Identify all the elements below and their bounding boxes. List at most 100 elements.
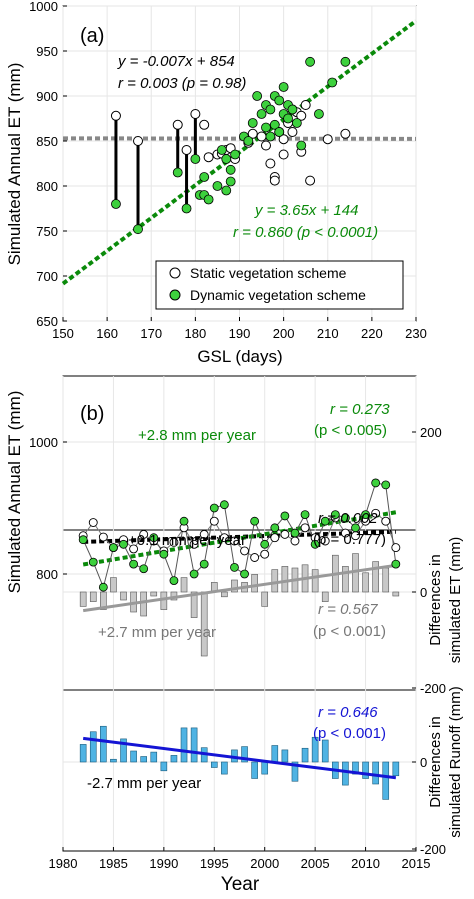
dynamic-year-point: [280, 511, 290, 521]
static-point: [340, 128, 351, 139]
static-point: [278, 149, 289, 160]
dynamic-year-point: [78, 535, 88, 545]
dynamic-year-point: [391, 559, 401, 569]
x-tick-label: 160: [96, 326, 118, 341]
runoff-bar: [311, 736, 319, 763]
diff-runoff-label-1: Differences in: [427, 716, 444, 807]
dynamic-year-point: [320, 516, 330, 526]
dynamic-point: [291, 118, 302, 128]
runoff-trend: -2.7 mm per year: [87, 775, 201, 792]
dynamic-point: [256, 109, 267, 119]
static-year-point: [270, 533, 280, 543]
runoff-bar: [261, 761, 269, 775]
runoff-bar: [382, 761, 390, 800]
x-tick-label: 1995: [200, 856, 229, 871]
dynamic-point: [340, 56, 351, 67]
diff-bar: [261, 591, 269, 607]
y-tick-label: 1000: [29, 0, 58, 14]
static-point: [265, 158, 276, 169]
static-point: [181, 145, 192, 155]
dynamic-year-point: [310, 539, 320, 549]
static-point: [300, 100, 311, 110]
static-point: [296, 110, 307, 121]
diff-bar: [342, 566, 349, 593]
static-point: [172, 119, 183, 130]
diff-runoff-label-2: simulated Runoff (mm): [447, 686, 464, 837]
static-r-b: r = 0.002: [318, 510, 378, 527]
dynamic-year-point: [209, 503, 219, 513]
right-tick-label: 0: [420, 585, 427, 600]
runoff-bar: [150, 751, 158, 763]
static-point: [190, 109, 201, 119]
runoff-trend-line: [82, 736, 397, 780]
diff-trend-line: [82, 563, 397, 613]
static-year-point: [340, 528, 350, 538]
diff-trend: +2.7 mm per year: [98, 624, 216, 641]
x-tick-label: 2010: [351, 856, 380, 871]
static-point: [322, 134, 333, 145]
right-tick-label: -200: [420, 842, 446, 857]
dynamic-year-point: [219, 500, 229, 510]
static-point: [256, 131, 267, 142]
dynamic-point: [111, 199, 121, 209]
y-tick-label: 800: [36, 179, 58, 194]
runoff-bar: [180, 727, 188, 763]
dynamic-year-point: [230, 563, 239, 572]
dynamic-point: [221, 154, 232, 164]
runoff-bar: [110, 758, 117, 763]
x-tick-label: 180: [185, 326, 207, 341]
panel-a-x-ticks: 150 160 170 180 190 200 210 220 230: [52, 317, 427, 341]
legend-static-marker: [169, 267, 181, 279]
static-point: [247, 128, 258, 139]
panel-b-right-ticks: 200 0 -200 0 -200: [412, 425, 446, 857]
static-year-point: [280, 529, 290, 539]
panel-b: 1980 1985 1990 1995 2000 2005 2010 2015 8001000…: [5, 375, 464, 895]
runoff-bar: [281, 749, 289, 763]
static-year-point: [300, 523, 310, 533]
y-tick-label: 900: [36, 89, 58, 104]
static-year-point: [139, 529, 149, 539]
diff-et-label-1: Differences in: [427, 554, 444, 645]
dynamic-equation: y = 3.65x + 144: [254, 202, 358, 219]
x-tick-label: 2015: [402, 856, 431, 871]
runoff-bar: [89, 731, 97, 763]
dynamic-point: [190, 154, 201, 164]
dynamic-trend: +2.8 mm per year: [138, 427, 256, 444]
y-tick-label: 650: [36, 314, 58, 329]
dynamic-point: [296, 140, 307, 151]
legend-dynamic-marker: [169, 289, 181, 301]
static-year-point: [189, 539, 199, 549]
dynamic-year-point: [169, 576, 179, 585]
dynamic-year-point: [119, 539, 128, 549]
dynamic-year-point: [300, 510, 310, 519]
dynamic-point: [265, 104, 276, 115]
y-tick-label: 1000: [29, 435, 58, 450]
diff-bar: [190, 591, 198, 618]
runoff-bar: [362, 761, 369, 779]
runoff-bar: [140, 756, 147, 763]
static-point: [203, 152, 214, 163]
static-year-point: [240, 546, 249, 556]
right-tick-label: -200: [420, 681, 446, 696]
panel-b-et-series: [78, 478, 401, 592]
static-point: [287, 127, 298, 137]
static-year-point: [209, 516, 219, 526]
static-year-point: [260, 549, 270, 559]
x-tick-label: 1990: [149, 856, 178, 871]
dynamic-p-b: (p < 0.005): [314, 422, 387, 439]
x-tick-label: 2000: [250, 856, 279, 871]
runoff-bar: [221, 761, 228, 775]
dynamic-point: [225, 176, 236, 187]
runoff-bar: [291, 761, 299, 782]
static-year-point: [129, 544, 139, 554]
dynamic-point: [261, 122, 271, 133]
static-year-point: [199, 529, 209, 539]
panel-a-y-label: Simulated Annual ET (mm): [5, 63, 24, 266]
dynamic-year-point: [199, 559, 209, 569]
diff-bar: [271, 569, 279, 593]
dynamic-year-point: [179, 516, 189, 526]
runoff-bar: [392, 761, 400, 777]
diff-bar: [321, 591, 329, 602]
dynamic-year-point: [109, 543, 118, 552]
static-point: [199, 119, 210, 130]
